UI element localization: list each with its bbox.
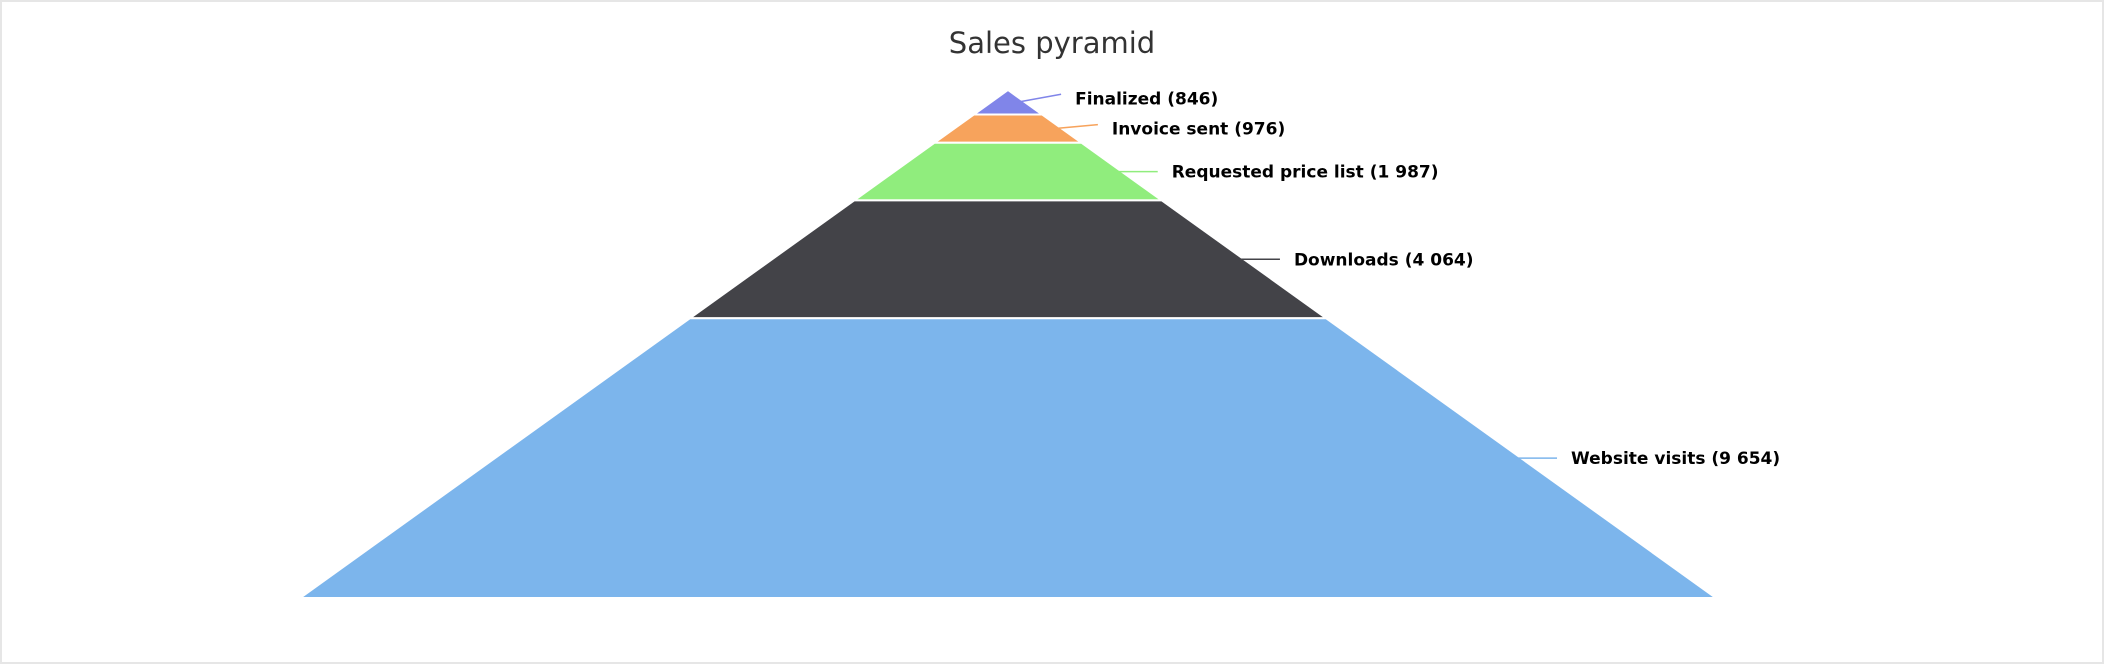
connector-line <box>1053 123 1098 130</box>
pyramid-segment-website-visits[interactable] <box>296 317 1720 599</box>
data-label: Invoice sent (976) <box>1112 120 1285 140</box>
pyramid-segment-downloads[interactable] <box>686 199 1330 320</box>
chart-title: Sales pyramid <box>948 26 1156 60</box>
connector-line <box>1016 93 1062 103</box>
data-label: Downloads (4 064) <box>1294 250 1474 270</box>
data-label: Requested price list (1 987) <box>1172 163 1439 183</box>
data-label: Website visits (9 654) <box>1571 449 1780 469</box>
data-label: Finalized (846) <box>1075 89 1218 109</box>
pyramid-segment-finalized[interactable] <box>970 88 1046 116</box>
